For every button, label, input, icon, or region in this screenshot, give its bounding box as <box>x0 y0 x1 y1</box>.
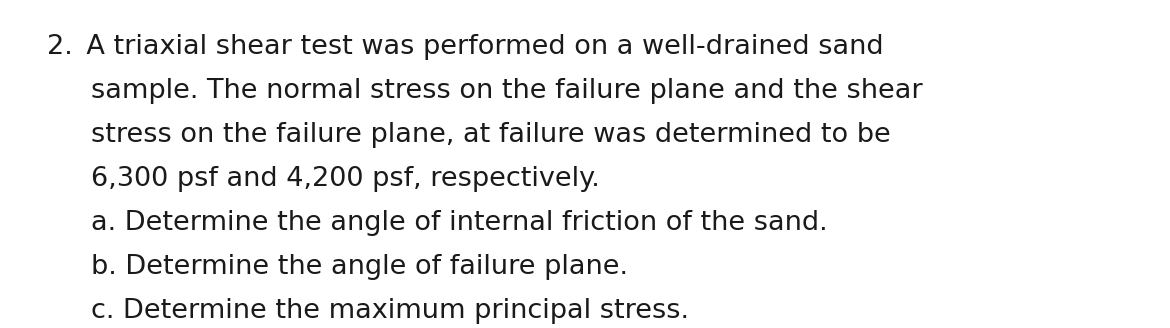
Text: 6,300 psf and 4,200 psf, respectively.: 6,300 psf and 4,200 psf, respectively. <box>91 166 600 192</box>
Text: c. Determine the maximum principal stress.: c. Determine the maximum principal stres… <box>91 298 689 324</box>
Text: sample. The normal stress on the failure plane and the shear: sample. The normal stress on the failure… <box>91 78 923 104</box>
Text: a. Determine the angle of internal friction of the sand.: a. Determine the angle of internal frict… <box>91 210 828 236</box>
Text: stress on the failure plane, at failure was determined to be: stress on the failure plane, at failure … <box>91 122 892 148</box>
Text: b. Determine the angle of failure plane.: b. Determine the angle of failure plane. <box>91 254 628 280</box>
Text: 2. A triaxial shear test was performed on a well-drained sand: 2. A triaxial shear test was performed o… <box>47 34 883 60</box>
